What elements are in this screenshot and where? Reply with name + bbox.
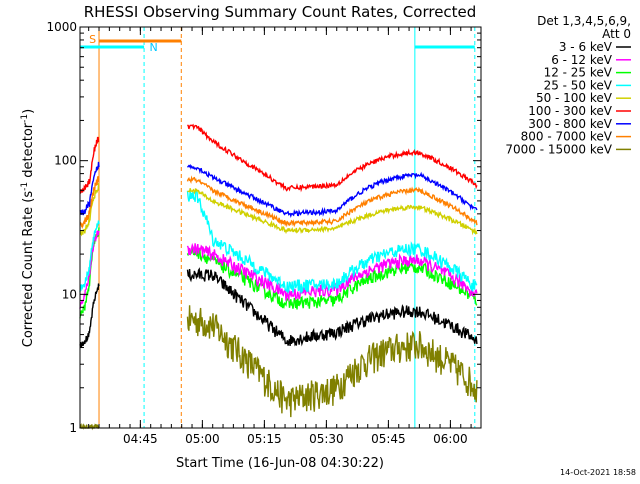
x-tick-label: 05:15 [247, 432, 282, 446]
plot-area: SN [79, 27, 478, 431]
x-axis: 04:45 05:00 05:15 05:30 05:45 06:00 [88, 27, 472, 446]
legend-header-2: Att 0 [602, 27, 631, 41]
y-axis-label-sup2: -1 [20, 114, 30, 123]
series-line-post [187, 187, 478, 236]
series-5 [79, 123, 478, 195]
series-4 [79, 182, 478, 237]
series-line-pre [79, 220, 100, 292]
legend-label: 7000 - 15000 keV [505, 142, 612, 156]
y-axis-label-end: ) [21, 109, 36, 114]
x-tick-label: 05:00 [185, 432, 220, 446]
x-axis-label: Start Time (16-Jun-08 04:30:22) [176, 456, 384, 471]
legend-label: 6 - 12 keV [551, 53, 613, 67]
y-tick-label: 10 [62, 287, 77, 301]
chart-title: RHESSI Observing Summary Count Rates, Co… [84, 3, 477, 21]
series-3 [79, 188, 478, 295]
legend-header-1: Det 1,3,4,5,6,9, [537, 14, 631, 28]
legend-label: 12 - 25 keV [544, 66, 613, 80]
saa-annotation: S [89, 33, 96, 46]
legend-label: 800 - 7000 keV [521, 130, 613, 144]
series-7 [79, 175, 478, 230]
series-line-post [186, 305, 478, 418]
series-line-post [186, 175, 478, 228]
y-axis-label-mid: detector [21, 122, 36, 182]
series-line-pre [79, 136, 100, 195]
series-line-pre [79, 175, 100, 230]
series-0 [79, 267, 478, 348]
series-line-post [187, 123, 478, 193]
x-tick-label: 05:30 [309, 432, 344, 446]
series-line-post [186, 267, 478, 347]
footer-date: 14-Oct-2021 18:58 [560, 468, 636, 477]
y-tick-label: 1 [69, 421, 77, 435]
x-tick-label: 06:00 [433, 432, 468, 446]
series-6 [79, 161, 478, 219]
legend-label: 3 - 6 keV [559, 40, 613, 54]
night-annotation: N [149, 41, 157, 54]
series-line-pre [79, 283, 100, 348]
plot-frame [79, 26, 482, 429]
series-line-post [186, 163, 478, 219]
legend-label: 50 - 100 keV [536, 91, 613, 105]
y-tick-label: 1000 [46, 20, 77, 34]
x-tick-label: 04:45 [123, 432, 158, 446]
legend-label: 25 - 50 keV [544, 78, 613, 92]
legend-label: 100 - 300 keV [528, 104, 612, 118]
series-line-post [186, 188, 478, 295]
series-line-pre [79, 161, 100, 216]
y-tick-label: 100 [54, 154, 77, 168]
series-2 [79, 227, 478, 319]
series-8 [79, 305, 478, 431]
y-axis-label-main: Corrected Count Rate (s [21, 191, 36, 348]
y-axis-label-sup1: -1 [20, 182, 30, 191]
y-axis-label: Corrected Count Rate (s-1 detector-1) [20, 109, 36, 347]
x-tick-label: 05:45 [371, 432, 406, 446]
series-line-pre [79, 423, 100, 431]
y-axis: 1 10 100 1000 [46, 20, 481, 435]
legend-label: 300 - 800 keV [528, 117, 612, 131]
series-line-pre [79, 182, 100, 237]
